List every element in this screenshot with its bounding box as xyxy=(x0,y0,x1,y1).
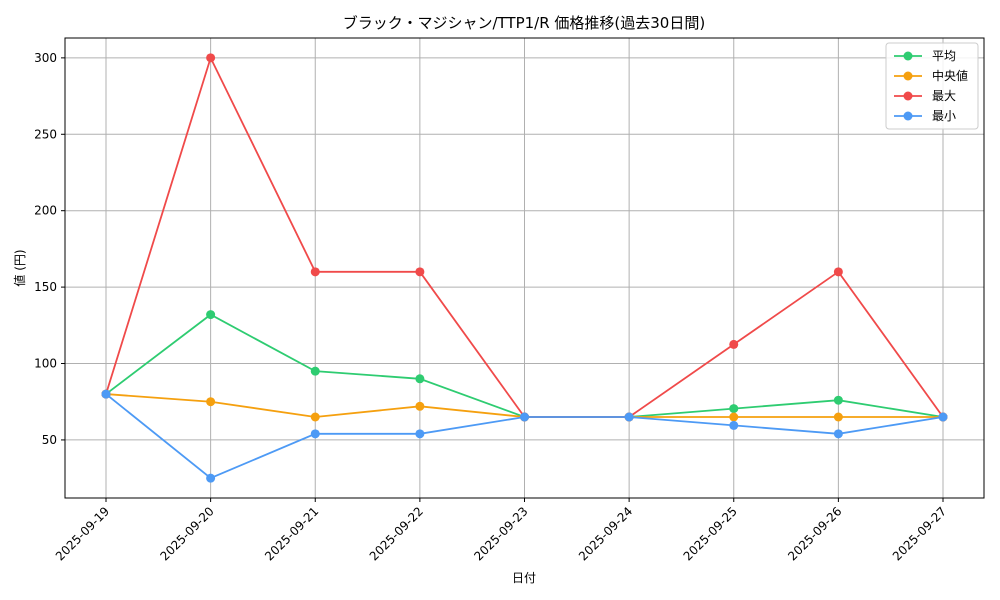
legend-marker xyxy=(903,51,913,61)
x-tick-label: 2025-09-22 xyxy=(367,504,426,563)
data-point xyxy=(415,374,425,384)
y-tick-label: 300 xyxy=(34,51,57,65)
data-point xyxy=(729,339,739,349)
y-tick-label: 200 xyxy=(34,204,57,218)
data-point xyxy=(729,420,739,430)
legend-item: 最大 xyxy=(894,89,956,103)
x-tick-label: 2025-09-24 xyxy=(576,504,635,563)
y-tick-label: 100 xyxy=(34,357,57,371)
x-tick-label: 2025-09-23 xyxy=(471,504,530,563)
y-axis-label: 値 (円) xyxy=(12,249,27,286)
x-axis: 2025-09-19 2025-09-20 2025-09-21 2025-09-22… xyxy=(53,498,949,563)
data-point xyxy=(206,310,216,320)
legend-label: 最大 xyxy=(932,89,956,103)
legend-marker xyxy=(903,111,913,121)
x-tick-label: 2025-09-21 xyxy=(262,504,321,563)
data-point xyxy=(206,53,216,63)
legend-label: 平均 xyxy=(932,49,956,63)
data-point xyxy=(310,366,320,376)
data-point xyxy=(415,401,425,411)
data-point xyxy=(415,267,425,277)
data-point xyxy=(624,412,634,422)
data-point xyxy=(206,397,216,407)
legend-item: 最小 xyxy=(894,109,956,123)
data-point xyxy=(101,389,111,399)
data-point xyxy=(833,412,843,422)
chart-title: ブラック・マジシャン/TTP1/R 価格推移(過去30日間) xyxy=(343,14,705,32)
y-tick-label: 250 xyxy=(34,127,57,141)
x-tick-label: 2025-09-25 xyxy=(681,504,740,563)
y-axis: 50 100 150 200 250 300 xyxy=(34,51,65,447)
data-point xyxy=(310,267,320,277)
series-layer xyxy=(101,53,948,483)
x-tick-label: 2025-09-19 xyxy=(53,504,112,563)
data-point xyxy=(310,412,320,422)
legend-item: 中央値 xyxy=(894,68,968,83)
data-point xyxy=(520,412,529,422)
x-tick-label: 2025-09-26 xyxy=(785,504,844,563)
grid xyxy=(65,38,984,498)
data-point xyxy=(729,412,739,422)
data-point xyxy=(310,429,320,439)
legend-label: 最小 xyxy=(932,109,956,123)
x-axis-label: 日付 xyxy=(512,571,536,585)
y-tick-label: 150 xyxy=(34,280,57,294)
legend-marker xyxy=(903,91,913,101)
legend-marker xyxy=(903,71,913,81)
y-tick-label: 50 xyxy=(42,433,57,447)
x-tick-label: 2025-09-27 xyxy=(890,504,949,563)
data-point xyxy=(729,404,739,414)
series-3 xyxy=(101,389,948,483)
data-point xyxy=(833,395,843,405)
legend-item: 平均 xyxy=(894,49,956,63)
data-point xyxy=(833,267,843,277)
legend-label: 中央値 xyxy=(932,68,968,83)
data-point xyxy=(938,412,948,422)
legend-box xyxy=(885,42,979,130)
data-point xyxy=(833,429,843,439)
data-point xyxy=(206,473,216,483)
data-point xyxy=(415,429,425,439)
x-tick-label: 2025-09-20 xyxy=(158,504,217,563)
